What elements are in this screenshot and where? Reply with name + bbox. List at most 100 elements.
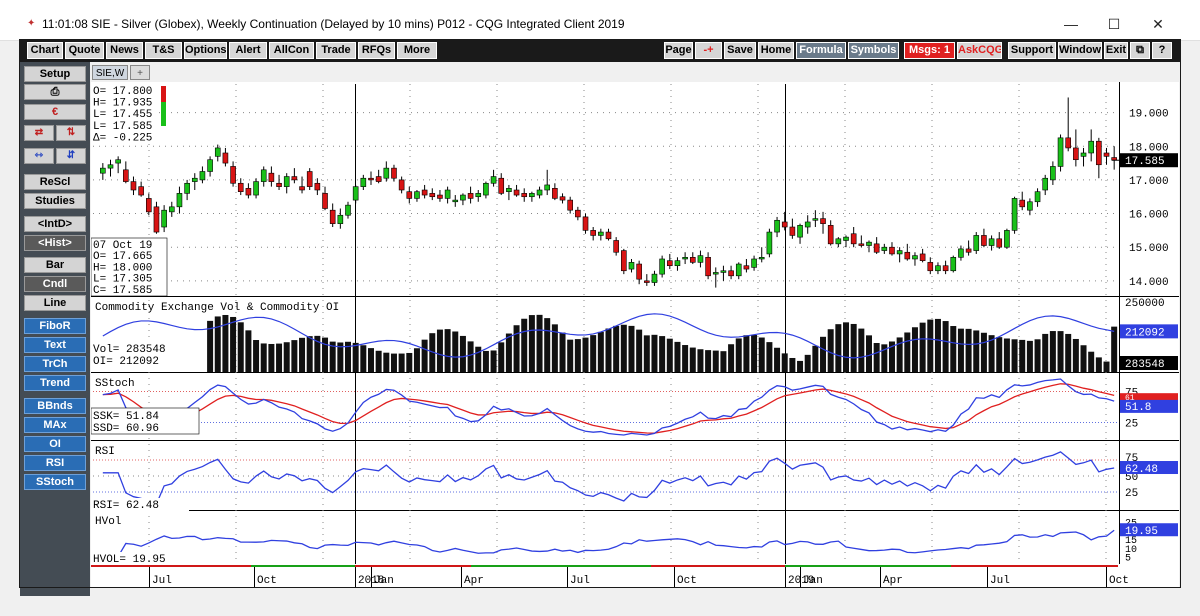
oi-button[interactable]: OI [24, 436, 86, 452]
volume-bar [950, 326, 957, 372]
volume-bar [789, 357, 796, 372]
menu-quote[interactable]: Quote [65, 42, 104, 59]
minimize-button[interactable]: — [1064, 16, 1078, 32]
candle-body [536, 189, 543, 196]
candle-body [1004, 230, 1010, 248]
menu-trade[interactable]: Trade [316, 42, 356, 59]
volume-bar [1080, 345, 1087, 372]
volume-bar [490, 350, 497, 372]
candle-body [1027, 201, 1033, 211]
save-button[interactable]: Save [724, 42, 756, 59]
candle-body [866, 241, 872, 246]
studies-button[interactable]: Studies [24, 193, 86, 209]
candle-body [743, 265, 750, 270]
volume-bar [904, 332, 911, 372]
tab-sie-w[interactable]: SIE,W [92, 65, 128, 80]
bar-chart-button[interactable]: Bar [24, 257, 86, 273]
candle-body [958, 248, 964, 258]
candle-body [245, 188, 252, 196]
candle-body [123, 169, 129, 182]
volume-bar [797, 360, 804, 372]
volume-bar [1026, 340, 1033, 372]
candle-body [191, 177, 198, 182]
volume-bar [666, 338, 673, 372]
candle-body [368, 177, 374, 181]
volume-bar [927, 319, 934, 372]
candle-body [1065, 137, 1071, 149]
add-tab-button[interactable]: + [130, 65, 150, 80]
restore-icon[interactable]: ⧉ [1130, 42, 1150, 59]
support-button[interactable]: Support [1008, 42, 1056, 59]
volume-bar [597, 331, 604, 372]
chart-area[interactable]: 19.000 18.000 17.000 16.000 15.000 14.000 17.5… [90, 82, 1179, 587]
candle-body [1096, 140, 1102, 166]
home-button[interactable]: Home [758, 42, 794, 59]
time-axis-color-bar [785, 565, 951, 567]
candle-body [812, 218, 819, 221]
symbols-button[interactable]: Symbols [848, 42, 899, 59]
candle-body [659, 258, 665, 275]
print-icon[interactable]: ⎙ [24, 84, 86, 100]
candle-body [858, 243, 865, 246]
maximize-button[interactable]: ☐ [1107, 16, 1121, 32]
window-button[interactable]: Window [1058, 42, 1102, 59]
setup-button[interactable]: Setup [24, 66, 86, 82]
chart-svg[interactable]: 19.000 18.000 17.000 16.000 15.000 14.000 17.5… [90, 82, 1179, 587]
current-bar-swatch-top [161, 86, 166, 102]
shift-left-icon[interactable]: ⇄ [24, 125, 54, 141]
trch-button[interactable]: TrCh [24, 356, 86, 372]
volume-bar [421, 339, 428, 372]
zoom-in-icon[interactable]: ⇿ [24, 148, 54, 164]
close-button[interactable]: ✕ [1152, 16, 1164, 32]
candle-body [912, 255, 918, 260]
volume-bar [620, 324, 627, 372]
line-chart-button[interactable]: Line [24, 295, 86, 311]
candle-body [513, 189, 520, 196]
volume-bar [398, 353, 405, 372]
volume-bar [375, 350, 382, 372]
fibor-button[interactable]: FiboR [24, 318, 86, 334]
menu-news[interactable]: News [106, 42, 143, 59]
volume-bar [712, 350, 719, 372]
shift-up-icon[interactable]: ⇅ [56, 125, 86, 141]
candle-body [521, 193, 528, 198]
page-button[interactable]: Page [664, 42, 693, 59]
max-button[interactable]: MAx [24, 417, 86, 433]
menu-chart[interactable]: Chart [27, 42, 63, 59]
menu-options[interactable]: Options [184, 42, 227, 59]
intraday-button[interactable]: <IntD> [24, 216, 86, 232]
candle-body [774, 219, 780, 233]
menu-allcon[interactable]: AllCon [269, 42, 314, 59]
exit-button[interactable]: Exit [1104, 42, 1128, 59]
menu-rfqs[interactable]: RFQs [358, 42, 395, 59]
menu-alert[interactable]: Alert [229, 42, 267, 59]
volume-bar [1057, 331, 1064, 372]
candle-body [130, 181, 137, 191]
time-axis-color-bar [471, 565, 651, 567]
text-button[interactable]: Text [24, 337, 86, 353]
messages-button[interactable]: Msgs: 1 [904, 42, 955, 59]
candle-body [467, 193, 474, 199]
zoom-out-icon[interactable]: ⇵ [56, 148, 86, 164]
menu-ts[interactable]: T&S [145, 42, 182, 59]
rsi-button[interactable]: RSI [24, 455, 86, 471]
candle-body [835, 238, 842, 245]
formula-button[interactable]: Formula [796, 42, 846, 59]
menu-more[interactable]: More [397, 42, 437, 59]
bbnds-button[interactable]: BBnds [24, 398, 86, 414]
candle-chart-button[interactable]: Cndl [24, 276, 86, 292]
trend-button[interactable]: Trend [24, 375, 86, 391]
askcqg-button[interactable]: AskCQG [957, 42, 1002, 59]
help-icon[interactable]: ? [1152, 42, 1172, 59]
plus-minus-button[interactable]: -+ [695, 42, 722, 59]
candle-body [253, 181, 259, 196]
rescale-button[interactable]: ReScl [24, 174, 86, 190]
candle-body [552, 188, 558, 199]
euro-icon[interactable]: € [24, 104, 86, 120]
historical-button[interactable]: <Hist> [24, 235, 86, 251]
sstoch-button[interactable]: SStoch [24, 474, 86, 490]
candle-body [100, 167, 106, 174]
hvol-line [110, 529, 1115, 559]
candle-body [1019, 199, 1026, 208]
volume-bar [659, 336, 666, 372]
